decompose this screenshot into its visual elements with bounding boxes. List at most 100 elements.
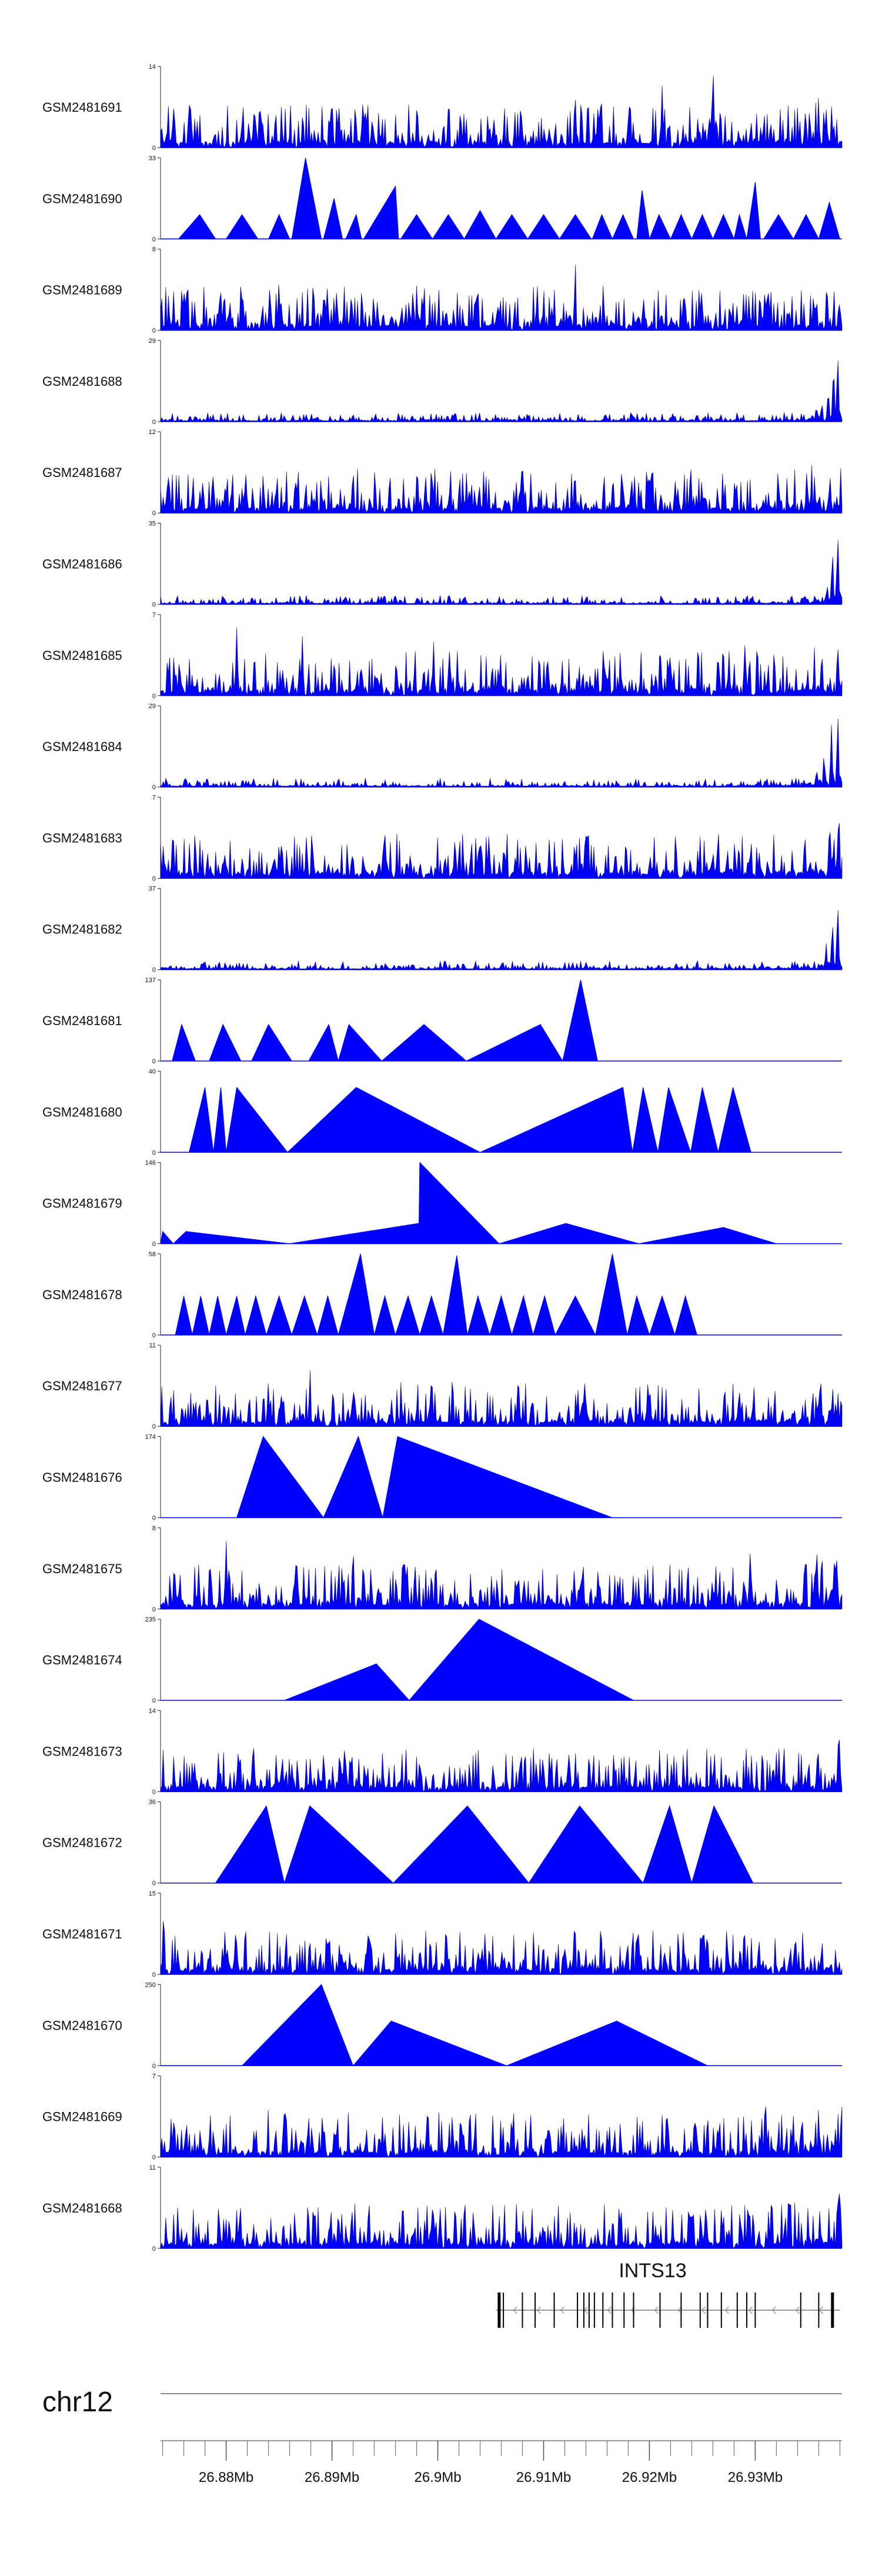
- y-tick-label-zero: 0: [152, 236, 156, 243]
- coverage-peak-18: [554, 1295, 596, 1336]
- strand-arrow-icon: [536, 2306, 541, 2314]
- y-tick-label-zero: 0: [152, 1149, 156, 1156]
- coverage-peak-13: [559, 213, 592, 239]
- track-label: GSM2481688: [42, 374, 122, 389]
- coverage-peak-1: [175, 1296, 193, 1336]
- track-gsm2481684: GSM2481684 29 0: [42, 703, 843, 791]
- coverage-peak-6: [632, 1087, 659, 1153]
- gene-exon: [707, 2293, 709, 2328]
- coverage-area: [160, 910, 843, 970]
- coverage-peak-2: [323, 1436, 383, 1518]
- gene-exon: [623, 2293, 625, 2328]
- coverage-peak-6: [639, 1227, 777, 1244]
- y-tick-label-zero: 0: [152, 1971, 156, 1978]
- track-label: GSM2481674: [42, 1653, 122, 1667]
- gene-exon: [746, 2293, 747, 2328]
- coverage-peak-8: [316, 1294, 339, 1336]
- coverage-peak-1: [188, 1087, 214, 1153]
- coverage-peak-4: [286, 1087, 480, 1153]
- track-label: GSM2481672: [42, 1836, 122, 1850]
- track-label: GSM2481685: [42, 648, 122, 663]
- track-label: GSM2481680: [42, 1105, 122, 1119]
- coverage-peak-19: [691, 213, 714, 239]
- strand-arrow-icon: [701, 2306, 706, 2314]
- y-tick-label-max: 7: [152, 794, 156, 801]
- track-label: GSM2481673: [42, 1744, 122, 1759]
- track-gsm2481681: GSM2481681 137 0: [42, 977, 842, 1065]
- y-tick-label-zero: 0: [152, 1606, 156, 1613]
- gene-exon: [818, 2293, 820, 2328]
- y-tick-label-zero: 0: [152, 875, 156, 882]
- x-tick-label: 26.89Mb: [305, 2470, 359, 2485]
- y-tick-label-zero: 0: [152, 1880, 156, 1887]
- coverage-peak-3: [382, 1436, 613, 1518]
- y-tick-label-max: 14: [149, 64, 156, 71]
- y-tick-label-max: 33: [149, 155, 156, 162]
- x-tick-label: 26.91Mb: [516, 2470, 571, 2485]
- coverage-peak-5: [642, 1804, 693, 1884]
- coverage-peak-6: [345, 213, 362, 239]
- chromosome-track: chr12: [42, 2387, 842, 2418]
- track-gsm2481687: GSM2481687 12 0: [42, 429, 843, 517]
- gene-exon: [736, 2293, 738, 2328]
- coverage-peak-2: [283, 1805, 395, 1884]
- coverage-peak-23: [763, 213, 794, 239]
- coverage-peak-2: [408, 1619, 634, 1701]
- y-tick-label-max: 8: [152, 1525, 156, 1532]
- y-tick-label-max: 40: [149, 1068, 156, 1075]
- strand-arrow-icon: [607, 2306, 612, 2314]
- track-label: GSM2481682: [42, 922, 122, 937]
- track-gsm2481679: GSM2481679 146 0: [42, 1160, 842, 1248]
- coverage-peak-14: [467, 1294, 490, 1336]
- coverage-peak-1: [241, 1984, 354, 2066]
- y-tick-label-zero: 0: [152, 1058, 156, 1065]
- coverage-peak-6: [380, 1024, 467, 1062]
- coverage-peak-1: [160, 1230, 174, 1244]
- coverage-peak-9: [338, 1253, 375, 1336]
- track-gsm2481689: GSM2481689 8 0: [42, 246, 843, 335]
- track-gsm2481685: GSM2481685 7 0: [42, 612, 843, 700]
- track-label: GSM2481678: [42, 1287, 122, 1302]
- gene-exon: [720, 2293, 722, 2328]
- y-tick-label-max: 11: [149, 1342, 156, 1349]
- gene-exon: [577, 2293, 579, 2328]
- track-gsm2481670: GSM2481670 250 0: [42, 1981, 842, 2070]
- coverage-peak-16: [511, 1294, 534, 1336]
- coverage-peak-18: [670, 213, 693, 239]
- gene-exon: [553, 2293, 555, 2328]
- coverage-peak-16: [636, 190, 650, 239]
- coverage-peak-2: [172, 1231, 290, 1244]
- strand-arrow-icon: [724, 2306, 729, 2314]
- y-tick-label-zero: 0: [152, 967, 156, 974]
- coverage-peak-25: [818, 201, 841, 239]
- gene-exon: [612, 2293, 613, 2328]
- coverage-peak-5: [245, 1294, 267, 1336]
- x-tick-label: 26.9Mb: [414, 2470, 461, 2485]
- y-tick-label-zero: 0: [152, 510, 156, 517]
- coverage-peak-21: [733, 213, 747, 239]
- y-tick-label-zero: 0: [152, 1423, 156, 1430]
- y-tick-label-max: 29: [149, 338, 156, 345]
- strand-arrow-icon: [771, 2306, 776, 2314]
- y-tick-label-zero: 0: [152, 1788, 156, 1796]
- y-tick-label-zero: 0: [152, 2245, 156, 2253]
- coverage-peak-7: [657, 1087, 691, 1153]
- track-gsm2481675: GSM2481675 8 0: [42, 1525, 843, 1613]
- track-gsm2481676: GSM2481676 174 0: [42, 1434, 842, 1522]
- track-gsm2481673: GSM2481673 14 0: [42, 1707, 843, 1796]
- gene-exon: [831, 2293, 834, 2328]
- coverage-peak-3: [506, 2020, 708, 2066]
- gene-exon: [699, 2293, 701, 2328]
- coverage-peak-7: [466, 1024, 563, 1062]
- coverage-peak-3: [226, 1086, 289, 1153]
- gene-exon: [633, 2293, 634, 2328]
- coverage-peak-2: [209, 1023, 242, 1062]
- coverage-area: [160, 1370, 843, 1427]
- track-label: GSM2481677: [42, 1379, 122, 1393]
- track-label: GSM2481669: [42, 2110, 122, 2124]
- track-label: GSM2481676: [42, 1470, 122, 1485]
- coverage-peak-6: [691, 1805, 754, 1884]
- coverage-peak-2: [225, 213, 259, 239]
- coverage-peak-3: [392, 1805, 530, 1884]
